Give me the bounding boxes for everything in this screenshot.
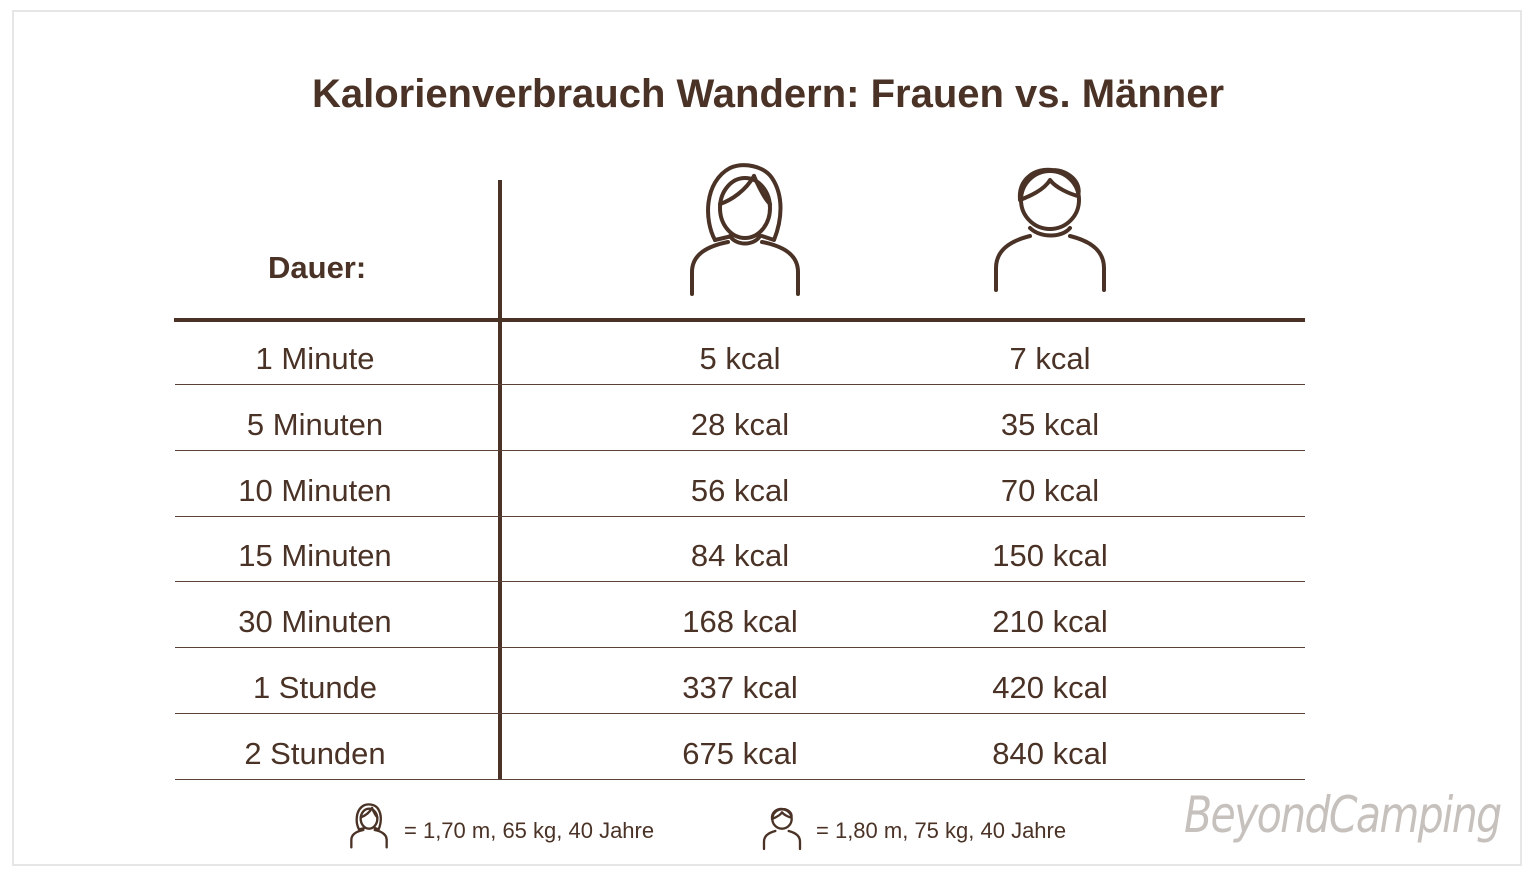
row-men-value: 7 kcal — [1009, 341, 1091, 376]
row-divider — [175, 581, 1305, 582]
row-header-label: Dauer: — [268, 250, 367, 285]
row-men-value: 420 kcal — [992, 670, 1108, 705]
row-women-value: 84 kcal — [690, 538, 790, 573]
row-men-value: 35 kcal — [1000, 407, 1100, 442]
row-men-value: 210 kcal — [992, 604, 1108, 639]
column-divider — [498, 180, 502, 780]
row-duration: 2 Stunden — [244, 736, 386, 771]
row-duration: 1 Stunde — [252, 670, 378, 705]
row-women-value: 56 kcal — [690, 473, 790, 508]
chart-title: Kalorienverbrauch Wandern: Frauen vs. Mä… — [311, 72, 1225, 116]
row-duration: 10 Minuten — [238, 473, 392, 508]
chart-frame — [12, 10, 1522, 866]
row-men-value: 150 kcal — [992, 538, 1108, 573]
legend-women-text: = 1,70 m, 65 kg, 40 Jahre — [404, 818, 655, 843]
row-women-value: 675 kcal — [682, 736, 798, 771]
row-duration: 1 Minute — [255, 341, 375, 376]
woman-icon — [690, 163, 800, 296]
row-duration: 15 Minuten — [238, 538, 392, 573]
legend-men-text: = 1,80 m, 75 kg, 40 Jahre — [816, 818, 1067, 843]
row-divider — [175, 647, 1305, 648]
row-women-value: 5 kcal — [699, 341, 781, 376]
row-divider — [175, 384, 1305, 385]
row-duration: 30 Minuten — [238, 604, 392, 639]
legend-man-icon — [762, 807, 802, 851]
man-icon — [994, 167, 1106, 292]
row-divider — [175, 713, 1305, 714]
brand-logo: BeyondCamping — [1184, 786, 1502, 844]
row-divider — [175, 450, 1305, 451]
row-divider — [175, 779, 1305, 780]
row-duration: 5 Minuten — [246, 407, 384, 442]
legend-woman-icon — [350, 803, 388, 849]
row-divider — [175, 516, 1305, 517]
row-women-value: 337 kcal — [682, 670, 798, 705]
header-divider — [174, 318, 1305, 322]
row-men-value: 840 kcal — [992, 736, 1108, 771]
row-women-value: 168 kcal — [682, 604, 798, 639]
row-women-value: 28 kcal — [690, 407, 790, 442]
row-men-value: 70 kcal — [1000, 473, 1100, 508]
